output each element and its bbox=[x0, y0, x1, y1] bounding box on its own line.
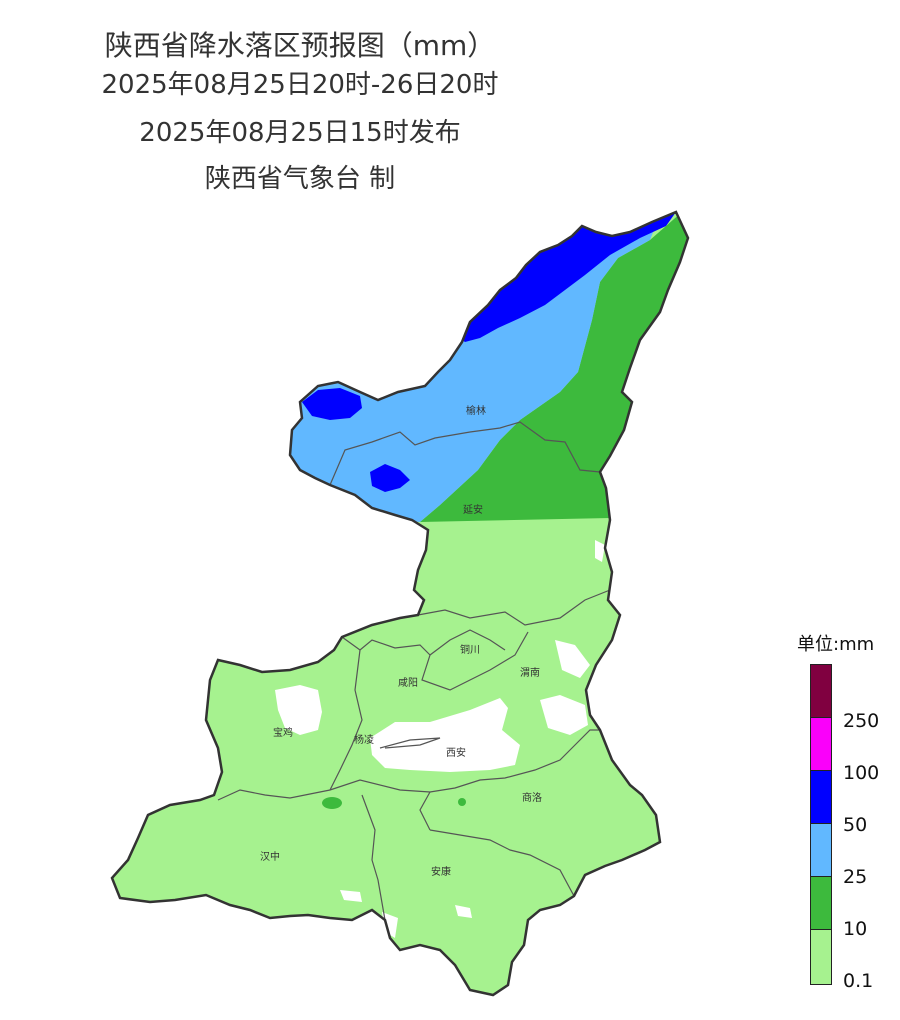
no-rain-area bbox=[275, 685, 322, 735]
city-boundaries bbox=[217, 421, 611, 921]
city-label-xian: 西安 bbox=[446, 746, 466, 759]
legend-value-100: 100 bbox=[843, 762, 880, 784]
forecast-period: 2025年08月25日20时-26日20时 bbox=[101, 70, 499, 100]
legend-value-10: 10 bbox=[843, 918, 868, 940]
city-labels: 榆林 延安 铜川 渭南 咸阳 宝鸡 杨凌 西安 商洛 汉中 安康 bbox=[260, 404, 542, 878]
city-label-weinan: 渭南 bbox=[520, 666, 540, 679]
legend-swatch-10 bbox=[810, 876, 832, 929]
no-rain-area bbox=[555, 640, 590, 678]
legend-value-0-1: 0.1 bbox=[843, 970, 874, 992]
legend-value-50: 50 bbox=[843, 814, 868, 836]
city-label-ankang: 安康 bbox=[431, 865, 451, 878]
zone-10-25-spot bbox=[458, 798, 466, 806]
legend-value-250: 250 bbox=[843, 710, 880, 732]
zone-50-100-north bbox=[455, 212, 676, 342]
zone-25-50 bbox=[280, 215, 660, 522]
no-rain-area bbox=[340, 890, 362, 902]
zone-50-100-west bbox=[302, 388, 362, 420]
zone-50-100-inner bbox=[370, 464, 410, 492]
city-label-baoji: 宝鸡 bbox=[273, 726, 293, 739]
city-label-tongchuan: 铜川 bbox=[460, 644, 480, 656]
legend-value-25: 25 bbox=[843, 866, 868, 888]
legend-unit-label: 单位:mm bbox=[797, 634, 875, 655]
no-rain-area bbox=[540, 695, 588, 735]
city-label-yulin: 榆林 bbox=[466, 404, 486, 417]
issue-time: 2025年08月25日15时发布 bbox=[139, 118, 461, 148]
no-rain-area bbox=[370, 698, 520, 772]
legend-swatch-0-1 bbox=[810, 929, 832, 985]
map-title-block: 陕西省降水落区预报图（mm） 2025年08月25日20时-26日20时 202… bbox=[60, 26, 540, 198]
city-label-shangluo: 商洛 bbox=[522, 791, 542, 804]
city-label-xianyang: 咸阳 bbox=[398, 677, 418, 689]
city-label-hanzhong: 汉中 bbox=[260, 850, 280, 863]
agency-credit: 陕西省气象台 制 bbox=[204, 164, 396, 194]
legend-swatch-50 bbox=[810, 770, 832, 823]
legend-swatch-100 bbox=[810, 717, 832, 770]
city-label-yanan: 延安 bbox=[463, 503, 483, 516]
no-rain-area bbox=[595, 540, 605, 562]
legend-colorbar bbox=[810, 664, 832, 985]
map-title: 陕西省降水落区预报图（mm） bbox=[104, 29, 496, 62]
no-rain-area bbox=[455, 905, 472, 918]
legend-swatch-250 bbox=[810, 664, 832, 717]
city-label-yangling: 杨凌 bbox=[354, 733, 374, 746]
zone-10-25-spot bbox=[322, 797, 342, 809]
legend-swatch-25 bbox=[810, 823, 832, 876]
